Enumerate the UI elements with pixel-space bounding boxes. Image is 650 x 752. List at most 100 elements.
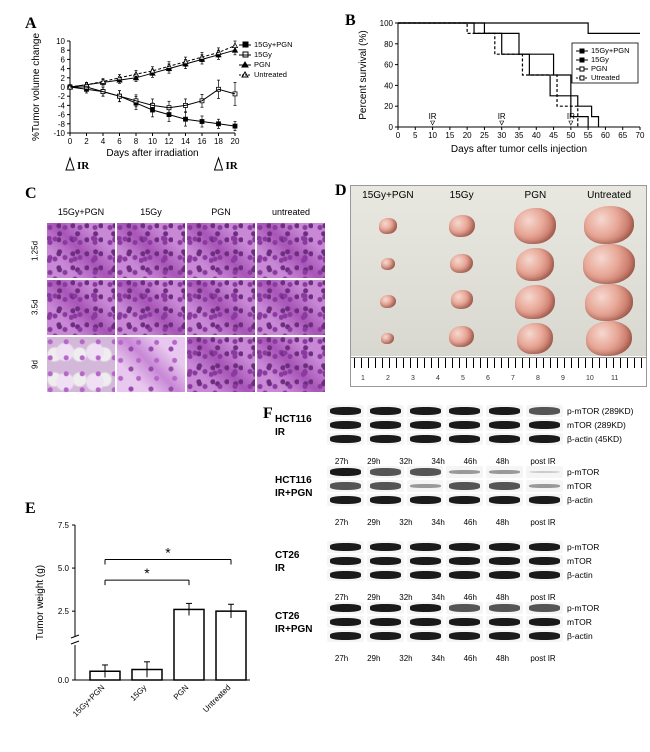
blot-band — [526, 630, 563, 642]
svg-text:Tumor weight (g): Tumor weight (g) — [35, 565, 46, 640]
blot-band — [526, 555, 563, 567]
blot-band — [446, 494, 483, 506]
blot-lanes — [327, 480, 563, 492]
svg-text:Untreated: Untreated — [254, 70, 287, 79]
histo-col-label: PGN — [187, 207, 255, 221]
blot-lanes — [327, 541, 563, 553]
svg-text:5: 5 — [413, 131, 418, 140]
time-labels: 27h29h32h34h46h48hpost IR — [327, 593, 645, 602]
svg-text:80: 80 — [384, 40, 393, 49]
histo-tile — [117, 223, 185, 278]
svg-text:8: 8 — [134, 137, 139, 146]
blot-rows: p-mTOR (289KD)mTOR (289KD)β-actin (45KD) — [327, 405, 645, 447]
svg-text:60: 60 — [601, 131, 610, 140]
blot-band — [367, 616, 404, 628]
blot-band — [486, 555, 523, 567]
panel-b-chart: 0510152025303540455055606570020406080100… — [350, 15, 650, 160]
blot-band — [526, 419, 563, 431]
blot-row: p-mTOR — [327, 466, 645, 478]
svg-text:40: 40 — [384, 81, 393, 90]
blot-band — [526, 616, 563, 628]
blot-band — [486, 480, 523, 492]
tumor — [514, 208, 556, 244]
svg-text:0: 0 — [396, 131, 401, 140]
blot-row: β-actin (45KD) — [327, 433, 645, 445]
svg-text:-2: -2 — [58, 92, 66, 101]
blot-row-label: mTOR — [563, 481, 645, 491]
tumor-labels: 15Gy+PGN15GyPGNUntreated — [351, 190, 646, 201]
tumor — [380, 295, 396, 309]
svg-text:IR: IR — [77, 160, 90, 172]
svg-text:15Gy+PGN: 15Gy+PGN — [71, 683, 107, 719]
blot-set-name: HCT116IR — [275, 405, 327, 447]
blot-band — [367, 405, 404, 417]
tumor-col-label: 15Gy+PGN — [351, 190, 425, 201]
figure: A 02468101214161820-10-8-6-4-20246810Day… — [10, 10, 640, 742]
blot-band — [327, 555, 364, 567]
blot-band — [486, 466, 523, 478]
svg-text:20: 20 — [231, 137, 240, 146]
blot-lanes — [327, 630, 563, 642]
blot-row-label: p-mTOR — [563, 603, 645, 613]
svg-text:70: 70 — [636, 131, 645, 140]
svg-text:14: 14 — [181, 137, 190, 146]
ruler-num: 4 — [436, 375, 461, 382]
blot-band — [486, 616, 523, 628]
blot-band — [407, 630, 444, 642]
panel-b: B 05101520253035404550556065700204060801… — [350, 15, 650, 160]
blot-band — [327, 433, 364, 445]
blot-band — [367, 630, 404, 642]
blot-set: HCT116IR+PGNp-mTORmTORβ-actin — [275, 466, 645, 508]
tumor — [451, 290, 473, 309]
blot-band — [526, 466, 563, 478]
ruler-num: 10 — [586, 375, 611, 382]
blot-band — [407, 569, 444, 581]
blot-band — [446, 433, 483, 445]
blot-lanes — [327, 569, 563, 581]
panel-d-label: D — [335, 182, 347, 200]
histo-col-label: 15Gy — [117, 207, 185, 221]
tumor — [585, 284, 633, 321]
blot-band — [526, 569, 563, 581]
panel-f-label: F — [263, 405, 273, 423]
blot-band — [407, 405, 444, 417]
blot-rows: p-mTORmTORβ-actin — [327, 602, 645, 644]
blot-band — [367, 555, 404, 567]
blot-band — [446, 480, 483, 492]
tumor — [586, 321, 632, 356]
blot-band — [327, 602, 364, 614]
svg-text:15Gy: 15Gy — [591, 55, 609, 64]
blot-row-label: β-actin — [563, 631, 645, 641]
panel-c: C 15Gy+PGN15GyPGNuntreated1.25d3.5d9d — [25, 185, 325, 392]
tumor — [517, 323, 553, 354]
blot-band — [367, 541, 404, 553]
panel-d: D 15Gy+PGN15GyPGNUntreated 1234567891011 — [350, 185, 645, 387]
blot-row-label: mTOR (289KD) — [563, 420, 645, 430]
svg-text:4: 4 — [101, 137, 106, 146]
panel-e-chart: 0.02.55.07.5Tumor weight (g)15Gy+PGN15Gy… — [25, 510, 260, 740]
svg-text:*: * — [165, 544, 171, 560]
ruler-numbers: 1234567891011 — [361, 375, 636, 382]
svg-text:Untreated: Untreated — [201, 683, 232, 714]
tumor — [449, 326, 474, 347]
blot-band — [407, 555, 444, 567]
tumor-column — [576, 206, 642, 356]
svg-text:IR: IR — [567, 112, 575, 121]
svg-text:20: 20 — [463, 131, 472, 140]
svg-text:5.0: 5.0 — [58, 564, 70, 573]
blot-set-name: CT26IR — [275, 541, 327, 583]
panel-a-label: A — [25, 15, 325, 33]
blot-band — [486, 494, 523, 506]
blot-band — [407, 480, 444, 492]
blot-lanes — [327, 494, 563, 506]
blot-row: mTOR — [327, 480, 645, 492]
svg-text:PGN: PGN — [591, 64, 607, 73]
tumor-column — [503, 206, 569, 356]
blot-band — [407, 541, 444, 553]
blot-band — [327, 419, 364, 431]
tumor-col-label: PGN — [499, 190, 573, 201]
blot-row-label: mTOR — [563, 556, 645, 566]
svg-text:12: 12 — [165, 137, 174, 146]
panel-e-label: E — [25, 500, 36, 518]
blot-row-label: p-mTOR — [563, 542, 645, 552]
